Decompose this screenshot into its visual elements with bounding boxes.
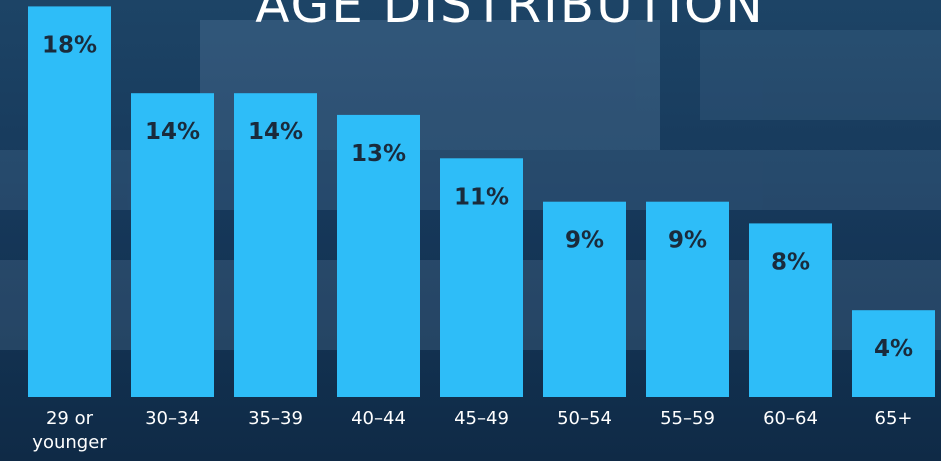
x-tick-label: 55–59 (648, 407, 728, 431)
value-label: 11% (454, 184, 509, 210)
value-label: 9% (668, 228, 707, 254)
x-tick-label: 29 or younger (30, 407, 110, 455)
chart-title: AGE DISTRIBUTION (255, 0, 765, 34)
value-label: 8% (771, 249, 810, 275)
x-tick-label: 30–34 (133, 407, 213, 431)
chart: AGE DISTRIBUTION 18% 14% 14% 13% 11% 9% 9% 8% 4%… (0, 0, 941, 461)
chart-canvas: AGE DISTRIBUTION 18% 14% 14% 13% 11% 9% 9% 8% 4% (0, 0, 941, 461)
value-label: 4% (874, 336, 913, 362)
x-tick-label: 40–44 (339, 407, 419, 431)
x-tick-label: 65+ (854, 407, 934, 431)
value-label: 14% (145, 119, 200, 145)
value-label: 9% (565, 228, 604, 254)
value-label: 13% (351, 141, 406, 167)
bar (28, 6, 111, 397)
x-tick-label: 50–54 (545, 407, 625, 431)
value-label: 14% (248, 119, 303, 145)
value-label: 18% (42, 32, 97, 58)
x-tick-label: 45–49 (442, 407, 522, 431)
x-tick-label: 60–64 (751, 407, 831, 431)
x-tick-label: 35–39 (236, 407, 316, 431)
